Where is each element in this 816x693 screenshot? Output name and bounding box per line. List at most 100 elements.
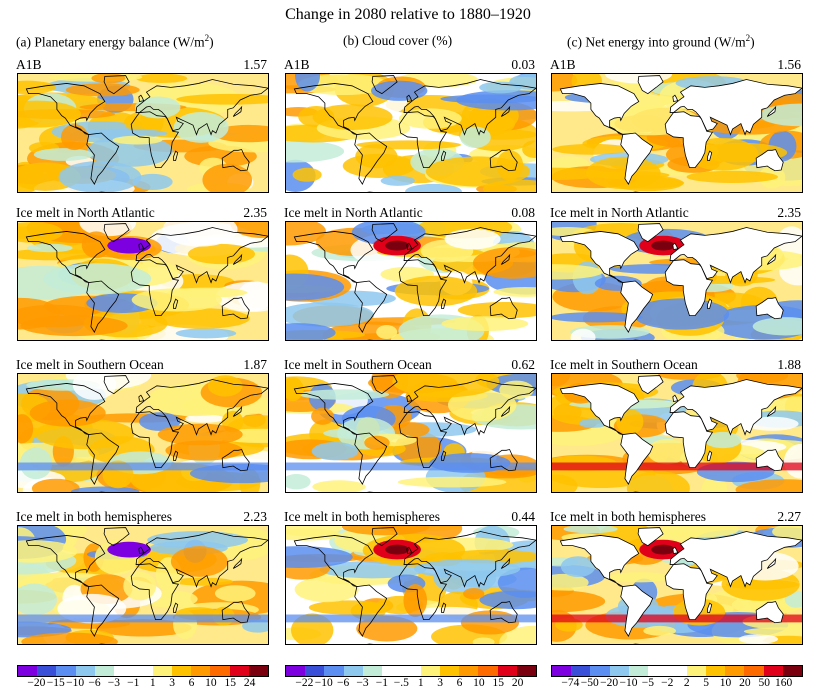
coastline-madagascar bbox=[707, 150, 713, 161]
panel-global-mean-value: 0.62 bbox=[511, 357, 535, 372]
colorbar-tick-label: −50 bbox=[580, 677, 599, 689]
colorbar-ticks: −74 −50 −20 −10 −5 −2 2 5 10 20 50 160 bbox=[551, 677, 803, 693]
colorbar-swatch bbox=[210, 666, 230, 676]
coastline-britain bbox=[138, 546, 145, 554]
coastline-eurasia bbox=[135, 79, 268, 136]
coastline-australia bbox=[221, 149, 250, 172]
coastline-namerica bbox=[293, 535, 374, 587]
colorbar-swatch bbox=[343, 666, 363, 676]
panel-label: Ice melt in North Atlantic bbox=[16, 205, 155, 220]
coastline-samerica bbox=[620, 584, 654, 637]
panel-label: A1B bbox=[550, 57, 576, 72]
coastline-britain bbox=[406, 394, 413, 402]
panel-global-mean-value: 0.08 bbox=[511, 205, 535, 220]
coastline-samerica bbox=[354, 280, 388, 333]
colorbar-swatch bbox=[497, 666, 517, 676]
coastline-namerica bbox=[293, 83, 374, 135]
panel-label: Ice melt in Southern Ocean bbox=[16, 357, 164, 372]
colorbar-tick-label: −.5 bbox=[393, 677, 409, 689]
coastline-japan bbox=[232, 405, 243, 417]
coastline-britain bbox=[138, 394, 145, 402]
map-panel bbox=[551, 525, 803, 645]
panel-global-mean-value: 2.27 bbox=[777, 509, 801, 524]
colorbar-swatch bbox=[571, 666, 591, 676]
panel-global-mean-value: 1.88 bbox=[777, 357, 801, 372]
colorbar-tick-label: −10 bbox=[66, 677, 85, 689]
panel-global-mean-value: 1.57 bbox=[243, 57, 267, 72]
coastline-namerica bbox=[559, 83, 640, 135]
column-heading-end: ) bbox=[750, 34, 755, 50]
map-svg bbox=[552, 222, 802, 340]
coastline-eurasia bbox=[669, 79, 802, 136]
coastline-japan bbox=[766, 105, 777, 117]
colorbar-swatch bbox=[75, 666, 95, 676]
colorbar bbox=[17, 665, 269, 677]
colorbar-tick-label: −20 bbox=[600, 677, 619, 689]
coastline-africa bbox=[398, 411, 448, 469]
colorbar-swatch bbox=[191, 666, 211, 676]
colorbar-tick-label: 160 bbox=[774, 677, 793, 689]
colorbar-swatch bbox=[56, 666, 76, 676]
colorbar-tick-label: 6 bbox=[188, 677, 195, 689]
colorbar-swatch bbox=[648, 666, 668, 676]
colorbar-swatch bbox=[628, 666, 649, 676]
panel-global-mean-value: 1.87 bbox=[243, 357, 267, 372]
colorbar-swatch bbox=[782, 666, 803, 676]
coastline-madagascar bbox=[441, 298, 447, 309]
column-heading-superscript: 2 bbox=[204, 33, 210, 43]
coastline-australia bbox=[221, 297, 250, 320]
coastline-japan bbox=[232, 557, 243, 569]
coastline-africa bbox=[664, 411, 714, 469]
colorbar-swatch bbox=[516, 666, 537, 676]
panel-label: Ice melt in both hemispheres bbox=[284, 509, 440, 524]
colorbar-swatch bbox=[420, 666, 440, 676]
map-panel bbox=[285, 525, 537, 645]
coastline-greenland bbox=[103, 223, 130, 243]
coastline-madagascar bbox=[173, 450, 179, 461]
map-panel bbox=[285, 373, 537, 493]
coastline-greenland bbox=[371, 375, 398, 395]
column-heading-superscript: 2 bbox=[745, 33, 751, 43]
figure-title: Change in 2080 relative to 1880–1920 bbox=[285, 6, 531, 23]
colorbar-tick-label: 1 bbox=[417, 677, 424, 689]
map-panel bbox=[551, 373, 803, 493]
coastline-australia bbox=[755, 297, 784, 320]
coastline-africa bbox=[398, 563, 448, 621]
coastline-australia bbox=[489, 449, 518, 472]
coastline-greenland bbox=[371, 223, 398, 243]
coastline-africa bbox=[130, 111, 180, 169]
colorbar bbox=[285, 665, 537, 677]
column-heading-end: ) bbox=[209, 34, 214, 50]
colorbar-tick-label: 5 bbox=[703, 677, 709, 689]
coastline-eurasia bbox=[403, 531, 536, 588]
colorbar-swatch bbox=[229, 666, 249, 676]
colorbar-tick-label: 20 bbox=[511, 677, 524, 689]
coastline-africa bbox=[398, 111, 448, 169]
colorbar-swatch bbox=[94, 666, 115, 676]
map-panel bbox=[285, 73, 537, 193]
colorbar-swatch bbox=[459, 666, 479, 676]
colorbar-swatch bbox=[609, 666, 629, 676]
panel-label: Ice melt in both hemispheres bbox=[16, 509, 172, 524]
coastline-africa bbox=[664, 563, 714, 621]
colorbar-tick-label: −22 bbox=[295, 677, 314, 689]
map-panel bbox=[17, 221, 269, 341]
coastline-greenland bbox=[371, 75, 398, 95]
colorbar-tick-label: 10 bbox=[205, 677, 217, 689]
panel-global-mean-value: 1.56 bbox=[777, 57, 801, 72]
panel-global-mean-value: 2.35 bbox=[777, 205, 801, 220]
colorbar-swatch bbox=[705, 666, 726, 676]
colorbar-swatch bbox=[133, 666, 153, 676]
coastline-britain bbox=[672, 94, 679, 102]
coastline-australia bbox=[755, 601, 784, 624]
colorbar-tick-label: −6 bbox=[337, 677, 350, 689]
panel-label: A1B bbox=[16, 57, 42, 72]
coastline-japan bbox=[766, 405, 777, 417]
panel-label: Ice melt in North Atlantic bbox=[550, 205, 689, 220]
coastline-eurasia bbox=[669, 379, 802, 436]
coastline-eurasia bbox=[135, 227, 268, 284]
coastline-madagascar bbox=[441, 602, 447, 613]
column-heading-0: (a) Planetary energy balance (W/m2) bbox=[16, 33, 214, 51]
coastline-greenland bbox=[637, 375, 664, 395]
colorbar-swatch bbox=[18, 666, 38, 676]
